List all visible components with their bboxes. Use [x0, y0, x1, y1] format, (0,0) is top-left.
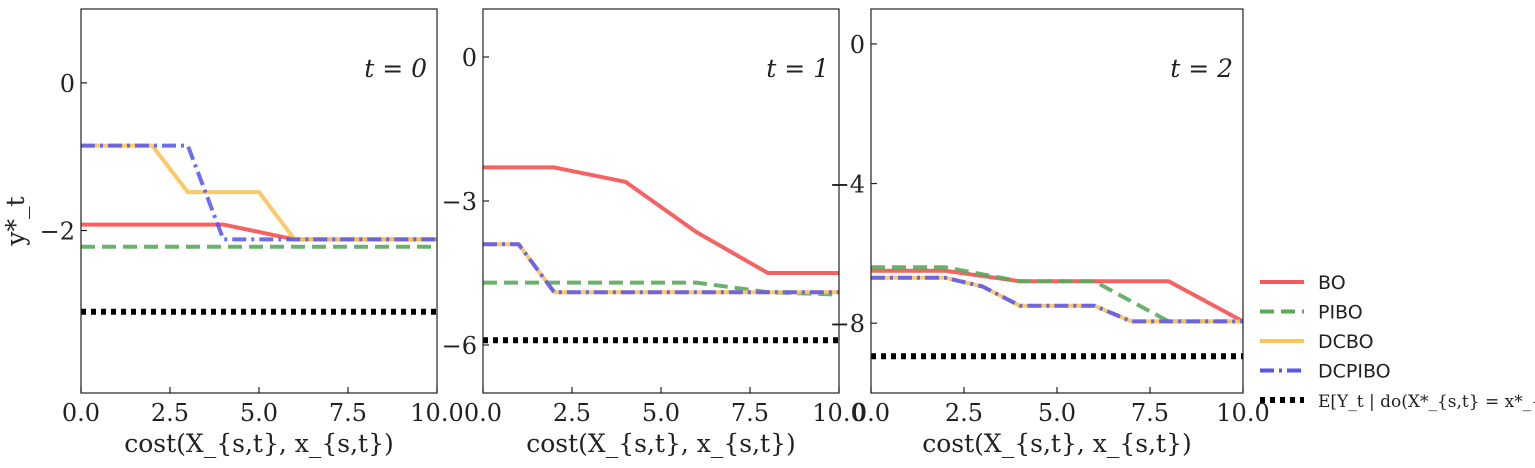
x-tick-label: 2.5: [945, 399, 983, 427]
legend-label: DCPIBO: [1318, 361, 1391, 383]
plot-area: [81, 143, 437, 315]
x-tick-label: 2.5: [553, 399, 591, 427]
series-line-dcbo: [871, 275, 1243, 324]
x-axis-label: cost(X_{s,t}, x_{s,t}): [922, 429, 1192, 458]
x-tick-label: 2.5: [151, 399, 189, 427]
legend: BO PIBO DCBO DCPIBO E[Y_t | do(X*_{s,t} = x*…: [1260, 272, 1535, 412]
x-tick-label: 7.5: [1131, 399, 1169, 427]
x-axis-label: cost(X_{s,t}, x_{s,t}): [526, 429, 796, 458]
legend-label: BO: [1318, 272, 1346, 294]
series-line-dcpibo: [81, 143, 437, 242]
legend-label: PIBO: [1318, 302, 1363, 324]
x-tick-label: 0.0: [852, 399, 890, 427]
series-line-bo: [81, 222, 437, 242]
y-tick-label: −6: [442, 332, 477, 360]
x-tick-label: 0.0: [62, 399, 100, 427]
series-line-dcpibo: [483, 242, 839, 295]
y-tick-label: 0: [850, 31, 865, 59]
x-tick-label: 5.0: [642, 399, 680, 427]
legend-item-bo: BO: [1260, 272, 1346, 294]
y-tick-label: −2: [40, 218, 75, 246]
y-tick-label: −3: [442, 188, 477, 216]
y-tick-label: −4: [830, 171, 865, 199]
x-tick-label: 7.5: [329, 399, 367, 427]
legend-item-pibo: PIBO: [1260, 302, 1363, 324]
x-tick-label: 0.0: [464, 399, 502, 427]
time-step-annotation: t = 1: [766, 54, 829, 83]
x-axis-label: cost(X_{s,t}, x_{s,t}): [124, 429, 394, 458]
y-axis-label: y*_t: [1, 196, 30, 246]
plot-area: [483, 165, 839, 344]
legend-item-expectation: E[Y_t | do(X*_{s,t} = x*_{s,t})]: [1260, 392, 1535, 412]
series-line-dcpibo: [871, 275, 1243, 324]
series-line-pibo: [871, 265, 1243, 324]
plot-area: [871, 265, 1243, 360]
subplot-t1: 0.0 2.5 5.0 7.5 10.0 0 −3 −6 t = 1 cost(X_{s,t}, …: [442, 8, 866, 458]
x-tick-label: 10.0: [1216, 399, 1269, 427]
x-tick-label: 5.0: [1038, 399, 1076, 427]
legend-item-dcpibo: DCPIBO: [1260, 361, 1391, 383]
subplot-t0: 0.0 2.5 5.0 7.5 10.0 0 −2 t = 0 cost(X_{s,t}, x_…: [1, 8, 464, 458]
x-tick-label: 10.0: [410, 399, 463, 427]
legend-item-dcbo: DCBO: [1260, 331, 1374, 353]
series-line-bo: [483, 165, 839, 275]
x-tick-label: 10.0: [812, 399, 865, 427]
subplot-t2: 0.0 2.5 5.0 7.5 10.0 0 −4 −8 t = 2 cost(X_{s,t}, …: [830, 8, 1270, 458]
legend-label: DCBO: [1318, 331, 1374, 353]
y-tick-label: −8: [830, 310, 865, 338]
time-step-annotation: t = 2: [1170, 54, 1233, 83]
y-tick-label: 0: [60, 70, 75, 98]
time-step-annotation: t = 0: [364, 54, 427, 83]
x-tick-label: 7.5: [731, 399, 769, 427]
x-tick-label: 5.0: [240, 399, 278, 427]
y-tick-label: 0: [462, 44, 477, 72]
legend-label: E[Y_t | do(X*_{s,t} = x*_{s,t})]: [1318, 392, 1535, 412]
